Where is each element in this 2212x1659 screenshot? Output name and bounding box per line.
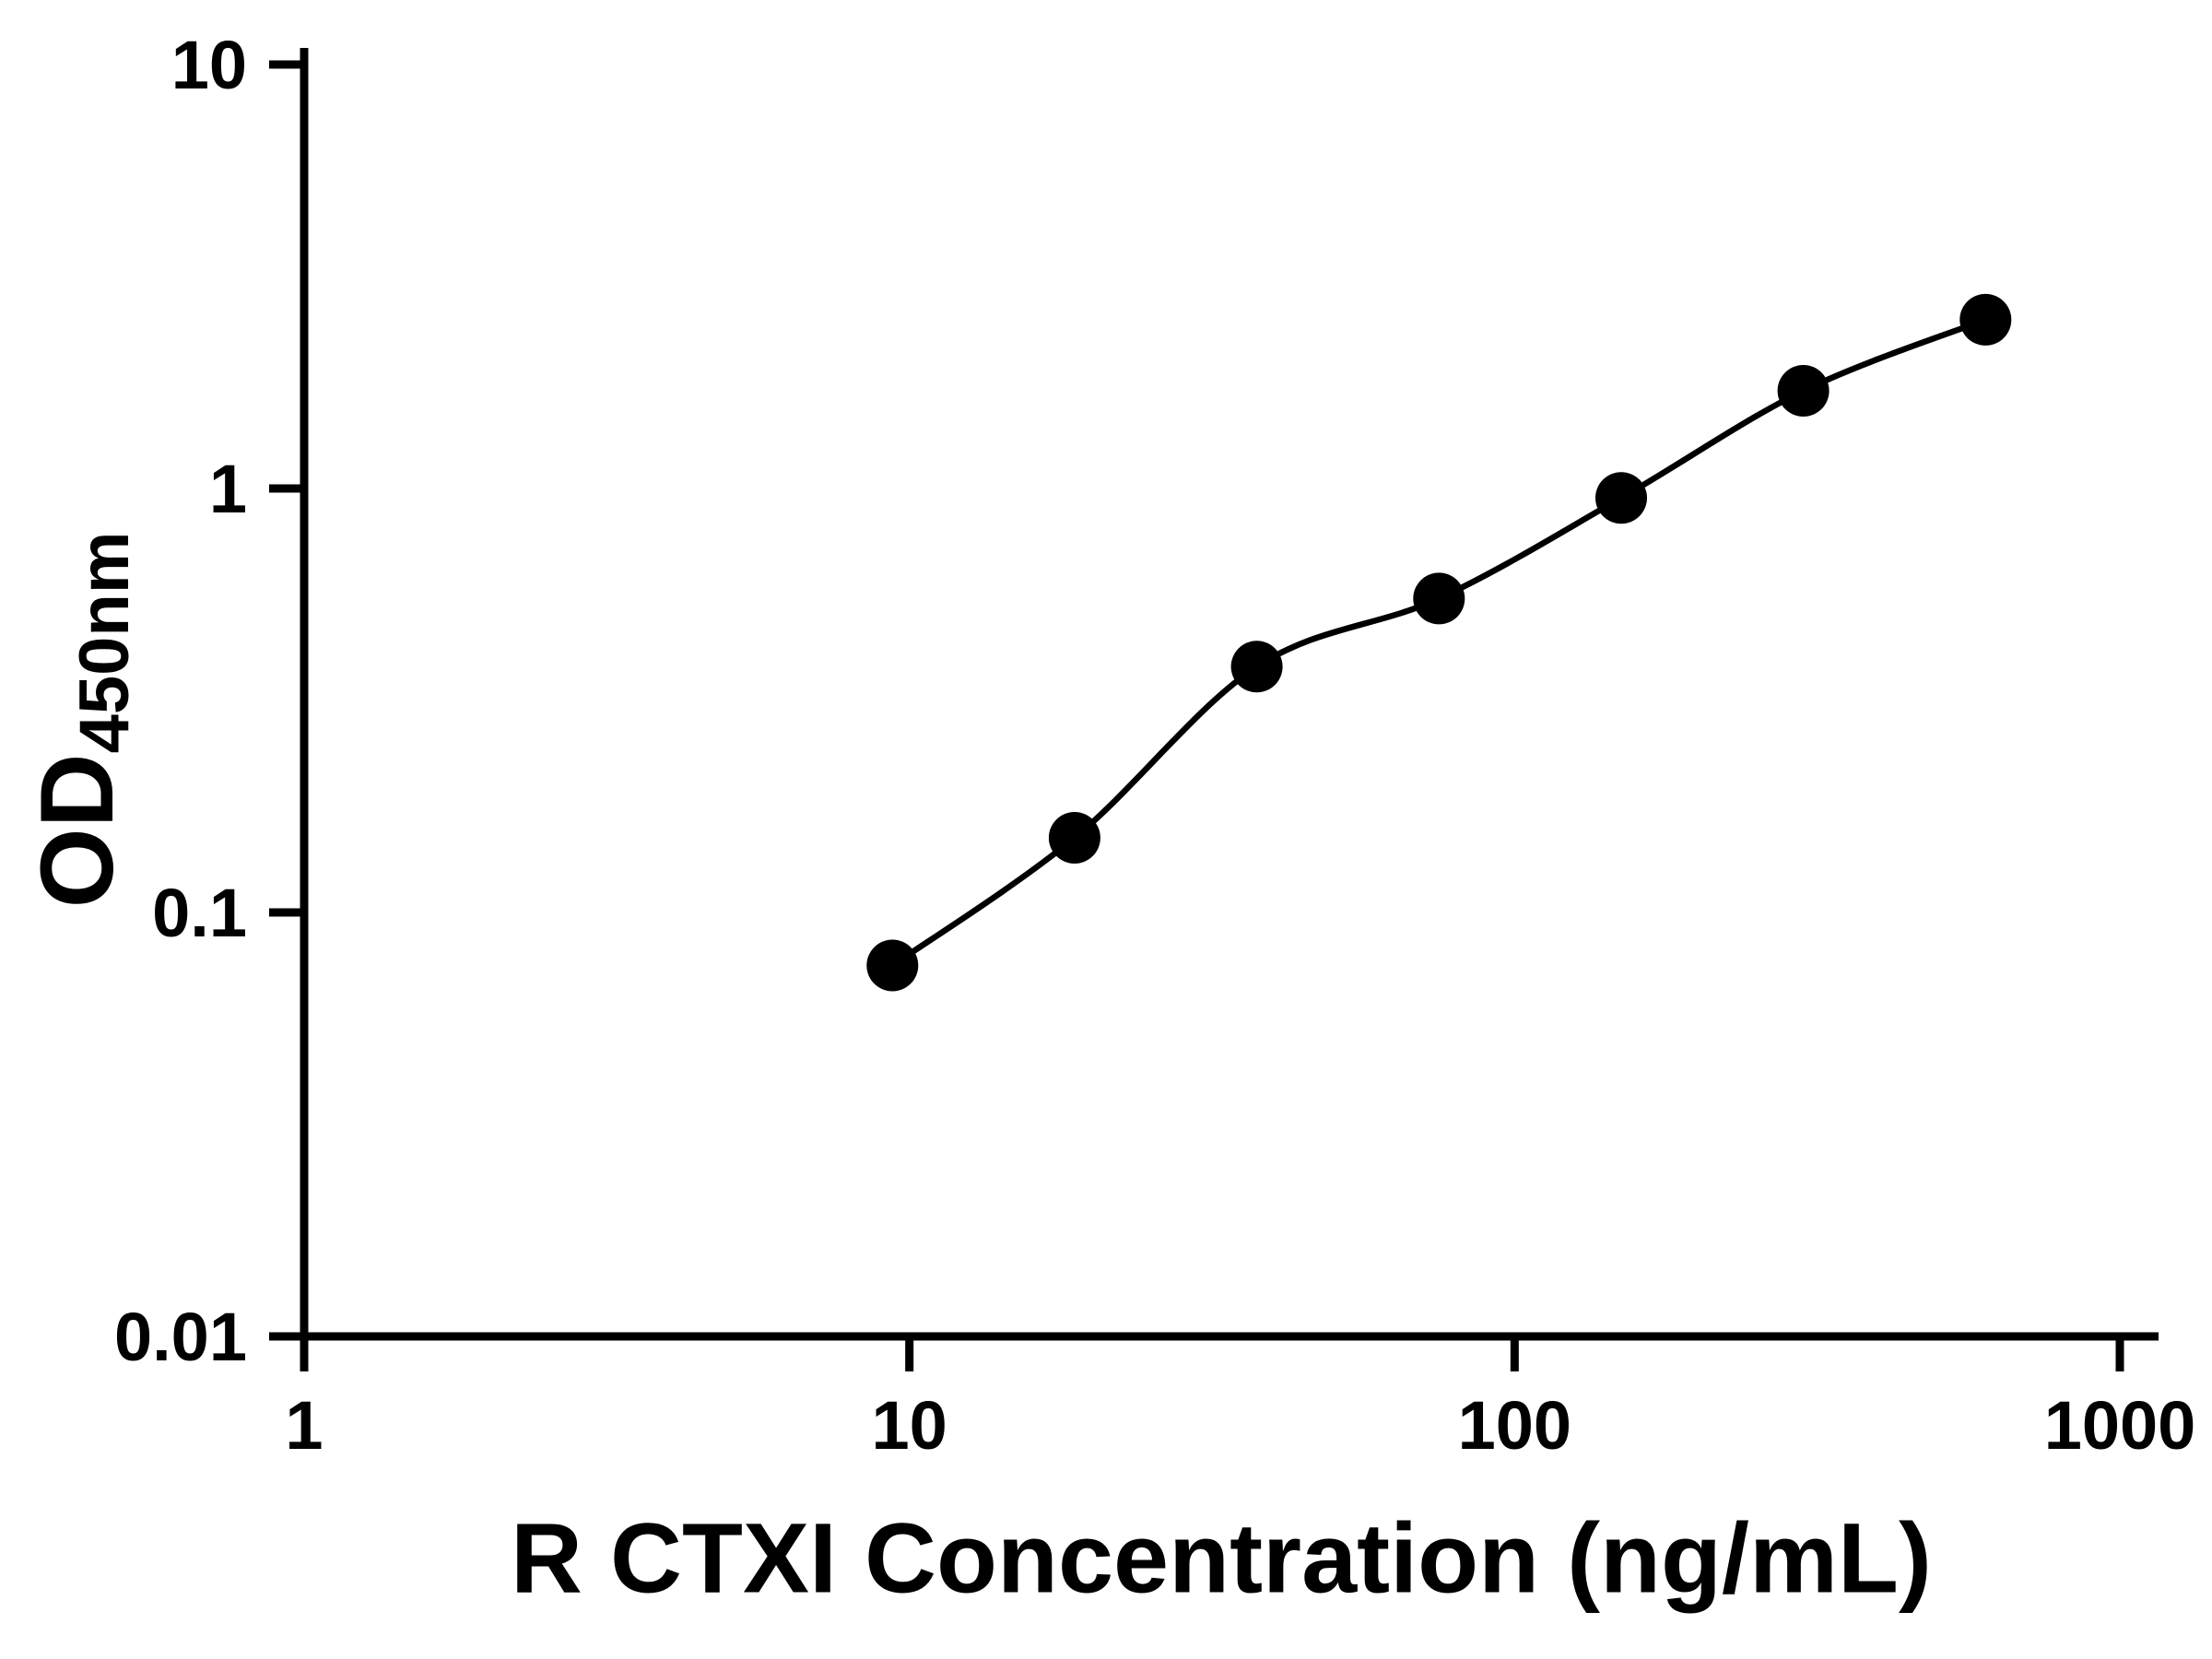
- y-axis-label-sub: 450nm: [65, 531, 144, 754]
- y-tick-label: 0.01: [114, 1299, 247, 1375]
- data-point: [1230, 641, 1283, 693]
- data-point: [1777, 365, 1830, 417]
- y-tick-label: 0.1: [152, 875, 247, 951]
- data-point: [1413, 572, 1465, 625]
- data-point: [1595, 472, 1647, 524]
- y-tick-label: 10: [171, 27, 247, 103]
- axes-spines: [300, 48, 2159, 1341]
- x-tick-label: 100: [1458, 1387, 1571, 1464]
- y-axis-label-main: OD: [19, 753, 135, 909]
- x-tick-label: 1: [285, 1387, 323, 1464]
- x-tick-label: 1000: [2044, 1387, 2196, 1464]
- y-axis-label: OD450nm: [18, 532, 145, 909]
- x-axis-label: R CTXI Concentration (ng/mL): [511, 1501, 1932, 1614]
- data-point: [1048, 812, 1100, 864]
- y-tick-label: 1: [209, 451, 247, 527]
- data-point: [1959, 293, 2012, 346]
- x-tick-label: 10: [872, 1387, 947, 1464]
- fit-curve: [890, 316, 1987, 969]
- data-point: [866, 939, 919, 992]
